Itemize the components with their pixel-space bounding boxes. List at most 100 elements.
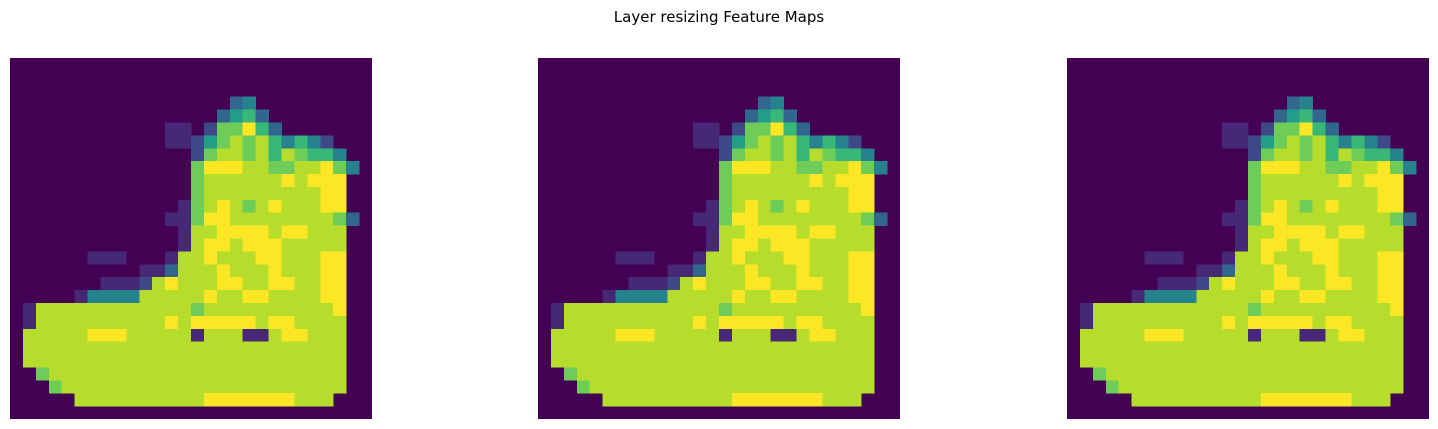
heatmap-cell [1364,135,1378,149]
heatmap-cell [848,393,862,407]
heatmap-cell [87,380,101,394]
heatmap-cell [563,341,578,355]
heatmap-cell [770,174,784,188]
heatmap-cell [126,315,140,330]
heatmap-cell [835,212,849,226]
heatmap-cell [1351,315,1365,330]
heatmap-cell [255,251,269,265]
heatmap-cell [229,315,243,330]
heatmap-cell [268,277,282,291]
heatmap-cell [307,186,321,201]
heatmap-cell [178,251,192,265]
heatmap-cell [255,212,269,226]
heatmap-cell [822,199,836,213]
heatmap-cell [100,393,114,407]
heatmap-cell [1248,225,1262,239]
heatmap-cell [1377,186,1391,201]
heatmap-cell [835,367,849,381]
heatmap-cell [242,315,256,330]
heatmap-cell [229,174,243,188]
heatmap-cell [1286,354,1300,368]
heatmap-cell [307,277,321,291]
heatmap-cell [1131,393,1145,407]
heatmap-cell [848,290,862,304]
heatmap-cell [1248,277,1262,291]
heatmap-cell [719,199,733,213]
figure-title: Layer resizing Feature Maps [613,8,825,26]
heatmap-cell [861,328,875,342]
heatmap-cell [796,328,810,342]
heatmap-cell [1325,367,1339,381]
heatmap-cell [74,315,88,330]
heatmap-cell [1248,251,1262,265]
heatmap-cell [1235,315,1249,330]
heatmap-cell [680,264,694,278]
heatmap-cell [576,328,590,342]
heatmap-cell [178,212,192,226]
heatmap-cell [294,135,308,149]
heatmap-cell [48,302,62,317]
heatmap-cell [1222,212,1236,226]
heatmap-cell [796,161,810,175]
heatmap-cell [770,367,784,381]
heatmap-cell [861,225,875,239]
heatmap-cell [113,251,127,265]
heatmap-cell [848,277,862,291]
heatmap-cell [1170,367,1184,381]
heatmap-cell [1286,161,1300,175]
heatmap-cell [667,302,681,317]
heatmap-cell [589,354,603,368]
heatmap-cell [641,354,655,368]
heatmap-cell [1183,302,1197,317]
heatmap-cell [1364,148,1378,162]
heatmap-cell [1286,393,1300,407]
heatmap-cell [152,380,166,394]
heatmap-cell [178,225,192,239]
heatmap-cell [1157,290,1171,304]
heatmap-cell [1209,328,1223,342]
heatmap-cell [1170,302,1184,317]
heatmap-cell [1286,290,1300,304]
heatmap-cell [281,212,295,226]
heatmap-cell [589,341,603,355]
heatmap-cell [822,161,836,175]
heatmap-cell [307,290,321,304]
heatmap-cell [100,328,114,342]
heatmap-cell [641,380,655,394]
heatmap-cell [744,161,759,175]
heatmap-cell [307,367,321,381]
heatmap-cell [861,380,875,394]
heatmap-cell [861,199,875,213]
heatmap-cell [861,251,875,265]
heatmap-cell [1312,354,1326,368]
heatmap-cell [783,212,797,226]
heatmap-cell [1338,341,1352,355]
heatmap-cell [628,393,642,407]
heatmap-cell [809,302,823,317]
heatmap-cell [1390,380,1404,394]
heatmap-cell [1157,393,1171,407]
heatmap-cell [35,302,50,317]
heatmap-cell [333,328,347,342]
heatmap-cell [706,277,720,291]
heatmap-cell [255,199,269,213]
heatmap-cell [1131,354,1145,368]
heatmap-cell [589,315,603,330]
heatmap-cell [796,302,810,317]
heatmap-cell [1092,328,1107,342]
heatmap-cell [242,225,256,239]
heatmap-cell [731,251,746,265]
heatmap-cell [333,199,347,213]
heatmap-cell [178,238,192,252]
heatmap-cell [615,302,629,317]
heatmap-cell [809,315,823,330]
heatmap-cell [1248,380,1262,394]
heatmap-cell [100,277,114,291]
heatmap-cell [74,380,88,394]
heatmap-cell [641,393,655,407]
heatmap-cell [203,148,218,162]
heatmap-cell [178,290,192,304]
heatmap-cell [602,393,616,407]
heatmap-cell [1131,341,1145,355]
heatmap-cell [229,393,243,407]
